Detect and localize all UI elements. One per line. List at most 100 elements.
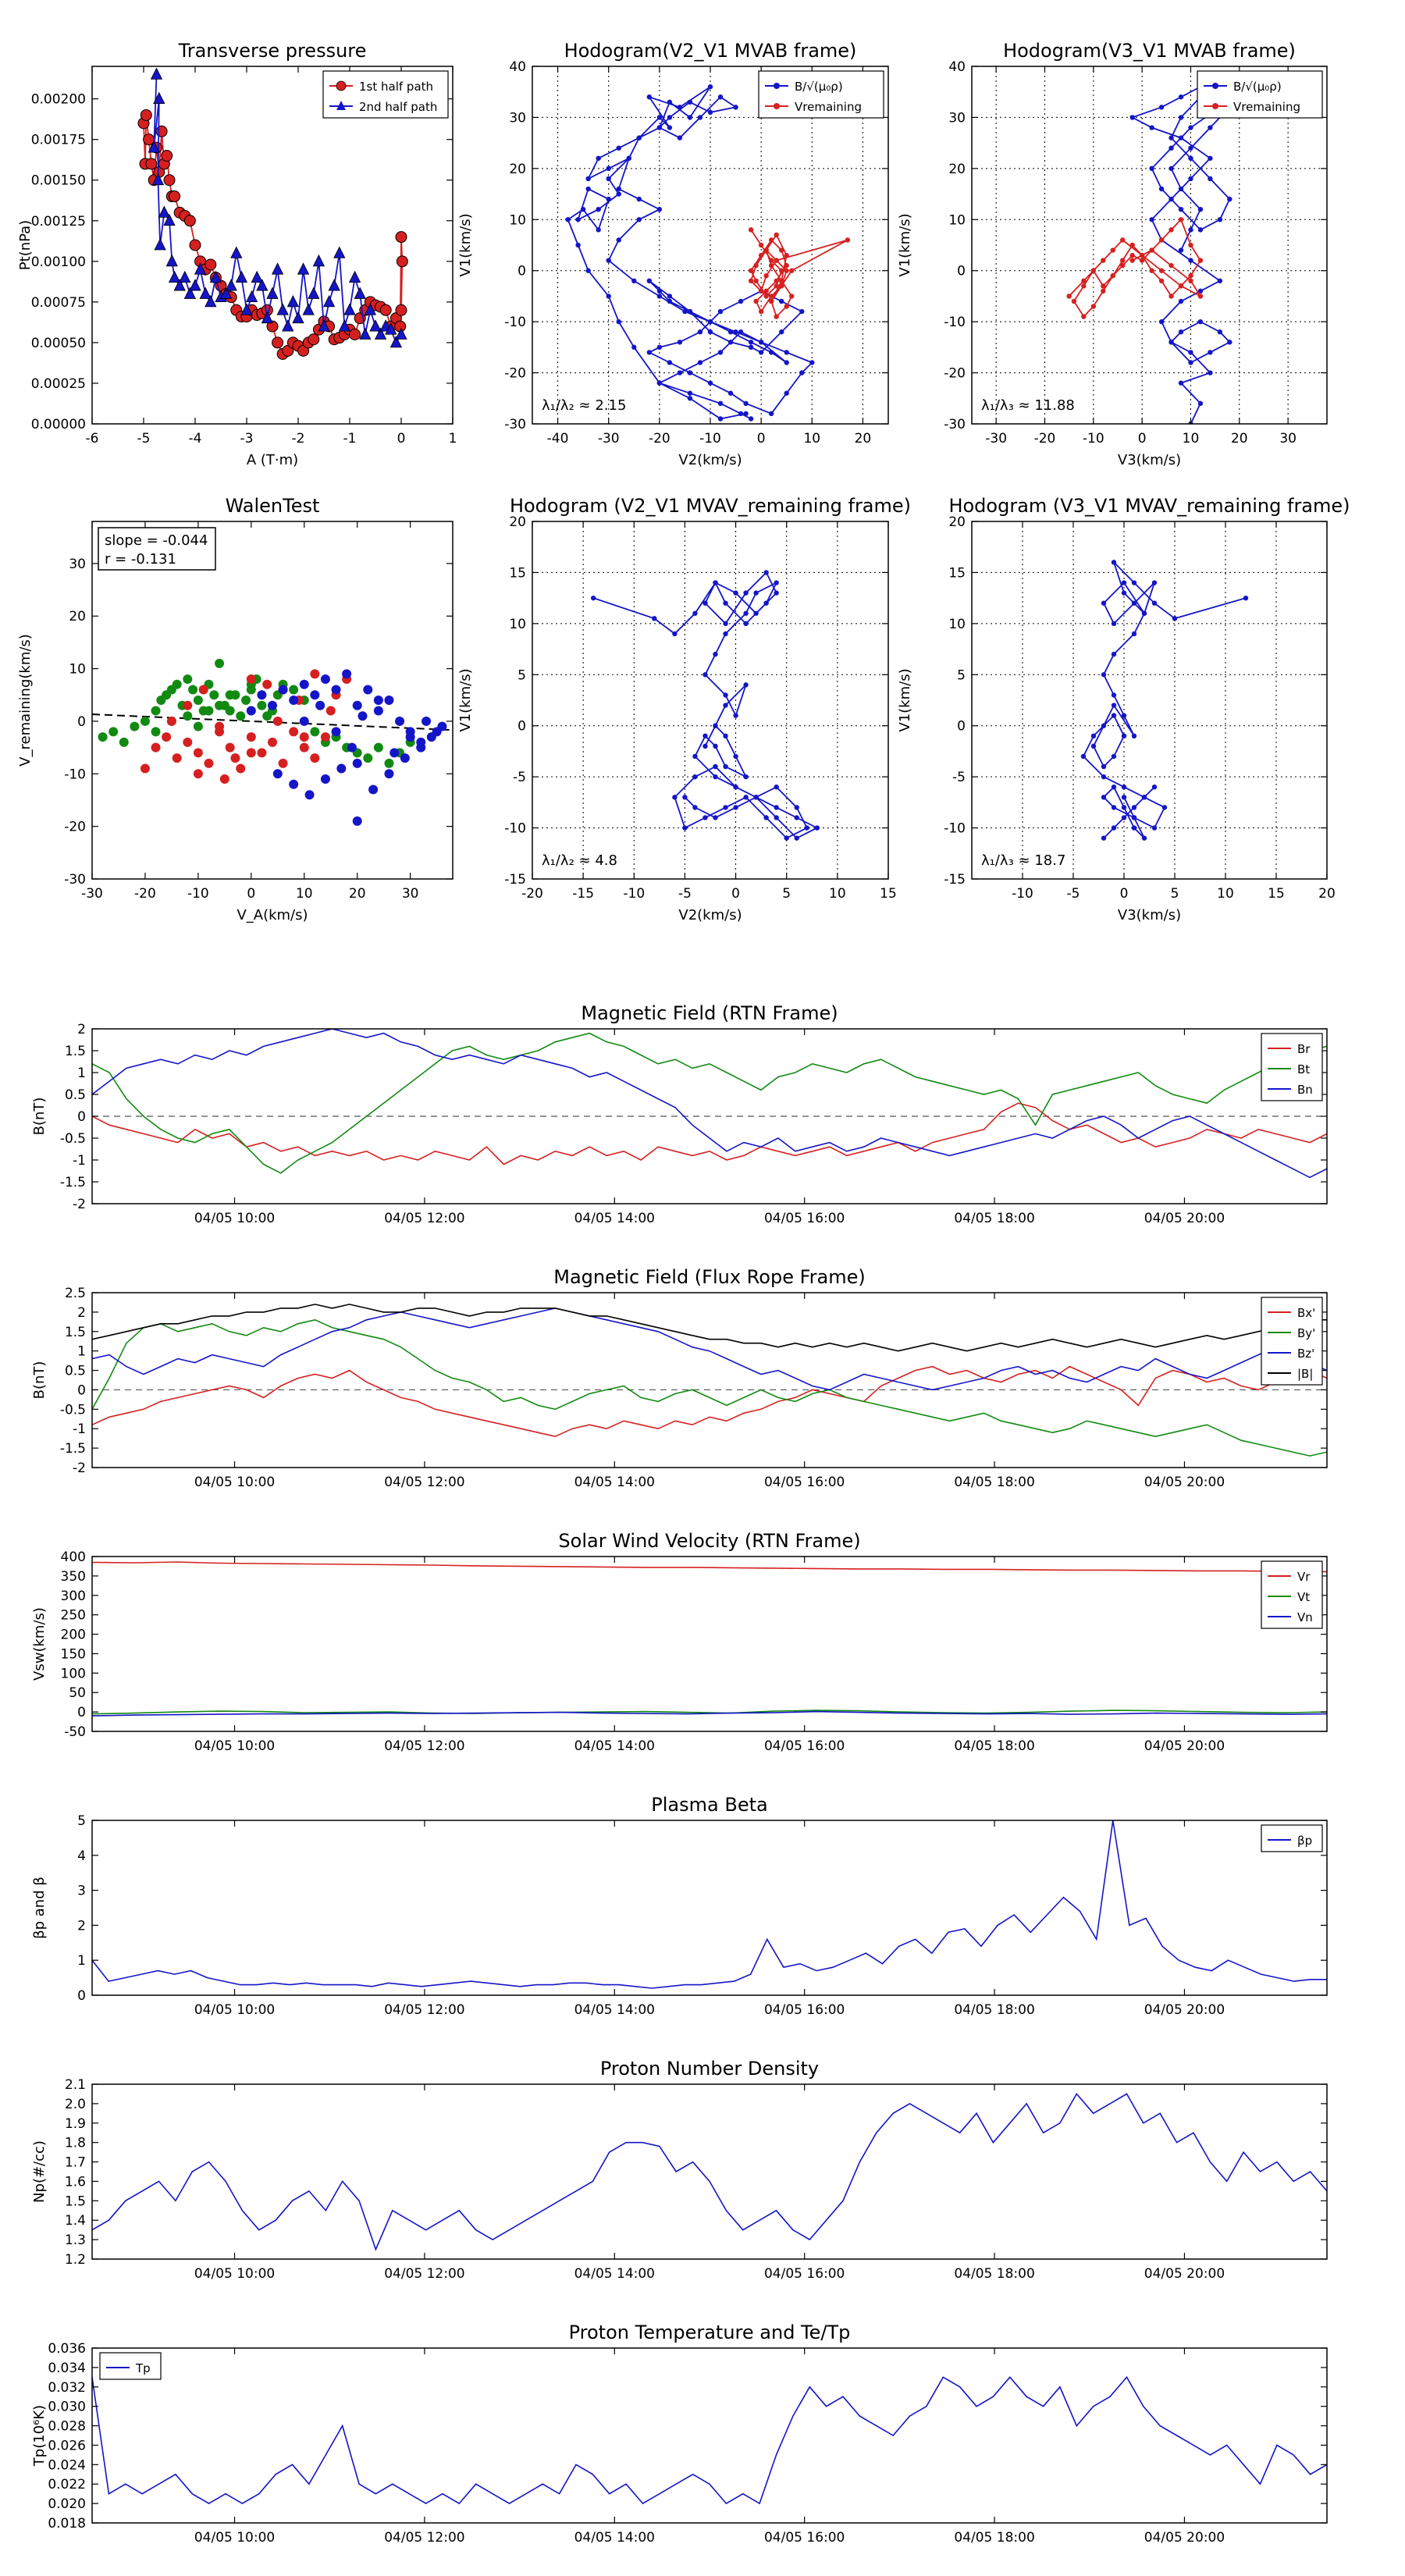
y-tick-label: -1 <box>73 1153 86 1169</box>
legend-label: Bt <box>1297 1062 1310 1076</box>
data-point <box>1158 105 1165 110</box>
data-point <box>1101 763 1107 770</box>
legend-label: Bx' <box>1297 1306 1315 1320</box>
data-point <box>774 580 779 585</box>
data-point <box>155 125 168 137</box>
data-point <box>395 327 407 340</box>
x-tick-label: 04/05 14:00 <box>574 1738 655 1754</box>
series-vremaining-line <box>750 229 848 318</box>
data-point <box>1141 835 1147 841</box>
legend-box <box>758 70 884 119</box>
data-point <box>1168 340 1174 345</box>
data-point <box>687 99 693 105</box>
data-point <box>299 679 309 689</box>
chart-mag_rtn: Magnetic Field (RTN Frame) 04/05 10:00 04/… <box>31 1002 1328 1226</box>
x-tick-label: 04/05 16:00 <box>764 1211 845 1226</box>
chart-hodo_v3v1_mvav: Hodogram (V3_V1 MVAV_remaining frame) -10… <box>897 495 1350 923</box>
data-point <box>384 758 394 768</box>
x-tick-label: -10 <box>699 431 721 447</box>
data-point <box>748 416 754 422</box>
plot-frame <box>971 521 1328 880</box>
data-point <box>682 308 688 315</box>
data-point <box>1149 165 1154 172</box>
data-point <box>359 327 372 340</box>
data-point <box>1197 318 1204 325</box>
data-point <box>733 713 738 718</box>
legend-label: By' <box>1297 1326 1315 1340</box>
x-tick-label: 04/05 18:00 <box>954 2002 1034 2018</box>
legend-label: Vr <box>1297 1570 1311 1584</box>
data-point <box>343 303 356 315</box>
y-tick-label: 0 <box>77 1382 86 1398</box>
data-point <box>682 825 688 831</box>
y-tick-label: 1.4 <box>65 2213 86 2229</box>
legend-marker <box>1212 83 1218 89</box>
data-point <box>1208 125 1213 130</box>
data-point <box>395 716 405 726</box>
y-tick-label: 5 <box>77 1813 86 1829</box>
chart-mag_fluxrope: Magnetic Field (Flux Rope Frame) 04/05 10… <box>31 1266 1328 1490</box>
y-tick-label: 0.030 <box>48 2400 86 2415</box>
data-point <box>1121 733 1127 738</box>
data-point <box>1131 733 1137 738</box>
data-point <box>606 294 611 299</box>
data-point <box>205 258 217 271</box>
series-group <box>590 570 820 841</box>
data-point <box>400 753 410 763</box>
x-tick-label: 10 <box>296 886 313 902</box>
x-axis-label: A (T·m) <box>247 452 298 468</box>
y-tick-label: 10 <box>69 662 86 678</box>
data-point <box>172 679 182 689</box>
data-point <box>173 279 186 291</box>
data-point <box>151 173 165 186</box>
series-group <box>137 67 408 360</box>
data-point <box>753 298 759 304</box>
data-point <box>1111 713 1117 718</box>
data-point <box>308 333 320 346</box>
data-point <box>189 239 201 251</box>
data-point <box>1178 186 1184 192</box>
y-tick-label: -1 <box>73 1421 86 1437</box>
data-point <box>1111 753 1117 760</box>
annotation-box <box>98 527 216 571</box>
data-point <box>1151 785 1158 790</box>
data-point <box>1178 247 1184 253</box>
y-tick-label: 3 <box>77 1884 86 1899</box>
data-point <box>189 279 201 291</box>
data-point <box>687 370 693 375</box>
y-tick-label: 1.5 <box>65 1044 86 1059</box>
data-point <box>809 360 815 365</box>
x-tick-label: 10 <box>803 431 820 447</box>
x-tick-label: 04/05 16:00 <box>764 2266 845 2282</box>
x-tick-label: -4 <box>189 431 202 447</box>
data-point <box>656 380 663 386</box>
data-point <box>1081 314 1087 319</box>
y-tick-label: 250 <box>61 1608 86 1624</box>
data-point <box>1227 340 1232 345</box>
x-tick-label: -1 <box>343 431 357 447</box>
data-point <box>161 150 173 162</box>
x-tick-label: -20 <box>134 886 156 902</box>
data-point <box>1121 795 1127 800</box>
data-point <box>1149 125 1154 130</box>
y-tick-label: 0.020 <box>48 2496 86 2512</box>
chart-proton_density: Proton Number Density 04/05 10:00 04/05 12… <box>31 2058 1328 2282</box>
data-point <box>310 727 320 737</box>
data-point <box>246 674 256 685</box>
data-point <box>1120 237 1126 243</box>
data-point <box>774 314 779 319</box>
data-point <box>636 196 642 202</box>
y-tick-label: 20 <box>69 609 86 624</box>
y-tick-label: 0 <box>957 264 966 279</box>
data-point <box>713 651 718 657</box>
legend-box <box>99 2352 162 2380</box>
data-point <box>219 774 229 785</box>
plot-frame <box>91 1820 1328 1996</box>
data-point <box>723 621 728 627</box>
data-point <box>1197 227 1204 233</box>
data-point <box>198 685 208 695</box>
data-point <box>596 227 601 233</box>
data-point <box>1101 795 1107 800</box>
data-point <box>1197 258 1204 263</box>
data-point <box>322 294 336 308</box>
